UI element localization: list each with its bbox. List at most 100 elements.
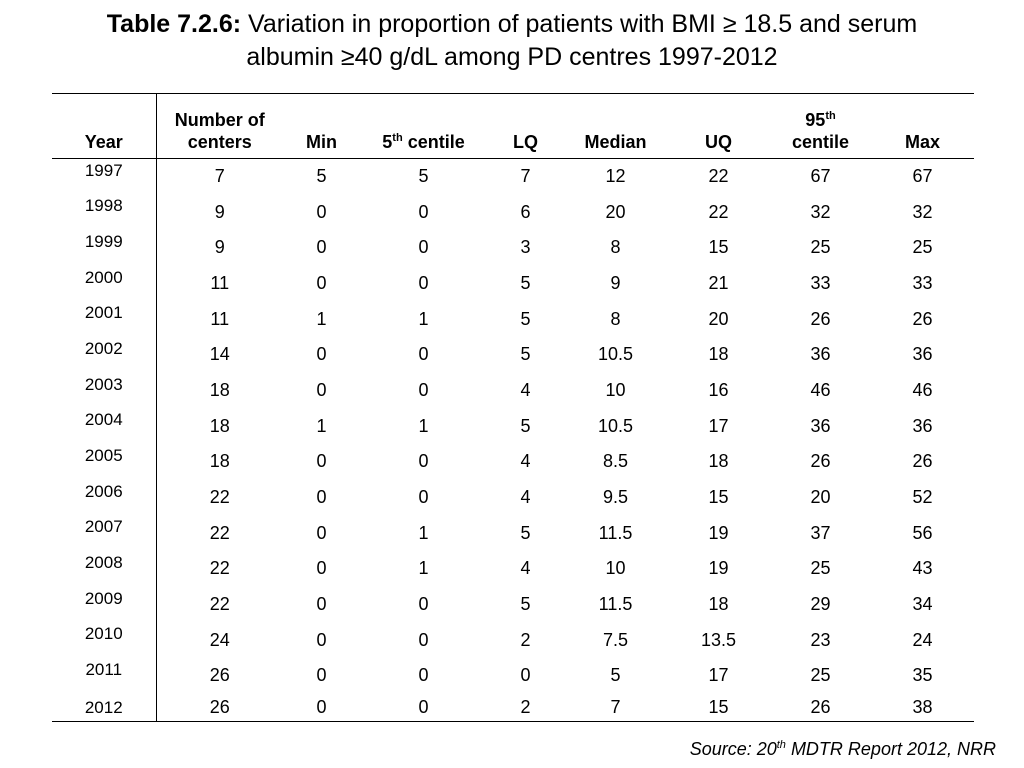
cell-max: 36 <box>912 344 933 365</box>
source-suffix: MDTR Report 2012, NRR <box>785 739 996 759</box>
cell-5th-centile: 0 <box>360 693 487 723</box>
cell-95th-centile: 32 <box>810 201 831 222</box>
header-5th-centile: 5th centile <box>360 93 487 159</box>
header-min: Min <box>283 93 360 159</box>
cell-year: 2008 <box>52 551 157 587</box>
cell-min: 0 <box>316 344 327 365</box>
table-label: Table 7.2.6: <box>106 10 242 38</box>
cell-5th-centile: 1 <box>418 558 429 579</box>
cell-max: 46 <box>912 379 933 400</box>
cell-95th-centile: 36 <box>810 344 831 365</box>
cell-median: 9 <box>610 272 621 293</box>
cell-year: 2010 <box>52 622 157 659</box>
cell-median: 20 <box>605 201 626 222</box>
cell-uq: 15 <box>708 237 729 258</box>
table-row: 2012 26 0 0 2 7 15 26 38 <box>52 693 974 723</box>
cell-lq: 4 <box>520 379 531 400</box>
cell-median: 8.5 <box>602 451 629 472</box>
cell-min: 0 <box>316 487 327 508</box>
cell-median: 7.5 <box>602 629 629 650</box>
cell-lq: 2 <box>520 629 531 650</box>
table-header: Year Number of centers Min 5th centile L… <box>52 93 974 159</box>
cell-95th-centile: 20 <box>810 487 831 508</box>
cell-95th-centile: 46 <box>810 379 831 400</box>
cell-centers: 22 <box>209 522 230 543</box>
cell-centers: 22 <box>209 594 230 615</box>
cell-lq: 3 <box>520 237 531 258</box>
cell-95th-centile: 23 <box>810 629 831 650</box>
cell-max: 43 <box>912 558 933 579</box>
cell-min: 0 <box>316 629 327 650</box>
cell-median: 8 <box>610 237 621 258</box>
table-row: 2009 22 0 0 5 11.5 18 29 34 <box>52 586 974 623</box>
source-note: Source: 20th MDTR Report 2012, NRR <box>690 739 996 760</box>
cell-centers: 18 <box>209 451 230 472</box>
header-lq: LQ <box>487 93 564 159</box>
cell-max: 34 <box>912 594 933 615</box>
cell-95th-centile: 29 <box>810 594 831 615</box>
cell-centers: 18 <box>209 415 230 436</box>
cell-5th-centile: 0 <box>418 451 429 472</box>
header-row: Year Number of centers Min 5th centile L… <box>52 93 974 159</box>
cell-uq: 18 <box>708 344 729 365</box>
cell-5th-centile: 0 <box>418 272 429 293</box>
cell-5th-centile: 0 <box>418 379 429 400</box>
cell-median: 10.5 <box>597 344 634 365</box>
cell-min: 0 <box>316 237 327 258</box>
cell-centers: 14 <box>209 344 230 365</box>
table-row: 2006 22 0 0 4 9.5 15 20 52 <box>52 479 974 516</box>
table-row: 1999 9 0 0 3 8 15 25 25 <box>52 229 974 266</box>
cell-5th-centile: 1 <box>418 522 429 543</box>
cell-median: 10 <box>605 379 626 400</box>
table-row: 2008 22 0 1 4 10 19 25 43 <box>52 551 974 587</box>
cell-uq: 18 <box>708 594 729 615</box>
cell-max: 26 <box>912 451 933 472</box>
cell-5th-centile: 0 <box>418 594 429 615</box>
cell-median: 5 <box>610 665 621 686</box>
cell-95th-centile: 26 <box>810 308 831 329</box>
header-95th-centile: 95th centile <box>770 93 871 159</box>
cell-max: 35 <box>912 665 933 686</box>
cell-95th-centile: 33 <box>810 272 831 293</box>
cell-uq: 18 <box>708 451 729 472</box>
cell-95th-centile: 67 <box>810 166 831 187</box>
table-row: 1998 9 0 0 6 20 22 32 32 <box>52 194 974 230</box>
cell-median: 10.5 <box>597 415 634 436</box>
cell-centers: 9 <box>214 237 225 258</box>
header-median: Median <box>564 93 667 159</box>
cell-year: 2011 <box>52 658 157 694</box>
cell-5th-centile: 0 <box>418 487 429 508</box>
page-title: Table 7.2.6: Variation in proportion of … <box>0 8 1024 74</box>
cell-max: 67 <box>912 166 933 187</box>
cell-median: 9.5 <box>602 487 629 508</box>
cell-max: 52 <box>912 487 933 508</box>
cell-lq: 2 <box>487 693 564 723</box>
cell-max: 24 <box>912 629 933 650</box>
header-centers-line1: Number of <box>174 110 265 130</box>
cell-lq: 4 <box>520 451 531 472</box>
cell-max: 26 <box>912 308 933 329</box>
header-year: Year <box>52 93 157 159</box>
table-row: 2001 11 1 1 5 8 20 26 26 <box>52 301 974 337</box>
cell-uq: 21 <box>708 272 729 293</box>
cell-uq: 15 <box>667 693 770 723</box>
cell-lq: 4 <box>520 487 531 508</box>
header-95th-num: 95 <box>805 110 826 130</box>
cell-95th-centile: 25 <box>810 665 831 686</box>
cell-uq: 15 <box>708 487 729 508</box>
header-95th-sup: th <box>825 110 836 122</box>
table-row: 1997 7 5 5 7 12 22 67 67 <box>52 158 974 195</box>
header-95th-text: centile <box>791 132 850 152</box>
cell-year: 2001 <box>52 301 157 337</box>
cell-year: 2000 <box>52 265 157 302</box>
cell-lq: 5 <box>520 344 531 365</box>
cell-lq: 4 <box>520 558 531 579</box>
table-row: 2005 18 0 0 4 8.5 18 26 26 <box>52 444 974 480</box>
cell-median: 10 <box>605 558 626 579</box>
table-row: 2007 22 0 1 5 11.5 19 37 56 <box>52 515 974 552</box>
cell-95th-centile: 26 <box>810 451 831 472</box>
cell-min: 0 <box>316 558 327 579</box>
cell-median: 11.5 <box>598 522 633 543</box>
cell-lq: 0 <box>520 665 531 686</box>
header-5th-text: centile <box>402 132 465 152</box>
